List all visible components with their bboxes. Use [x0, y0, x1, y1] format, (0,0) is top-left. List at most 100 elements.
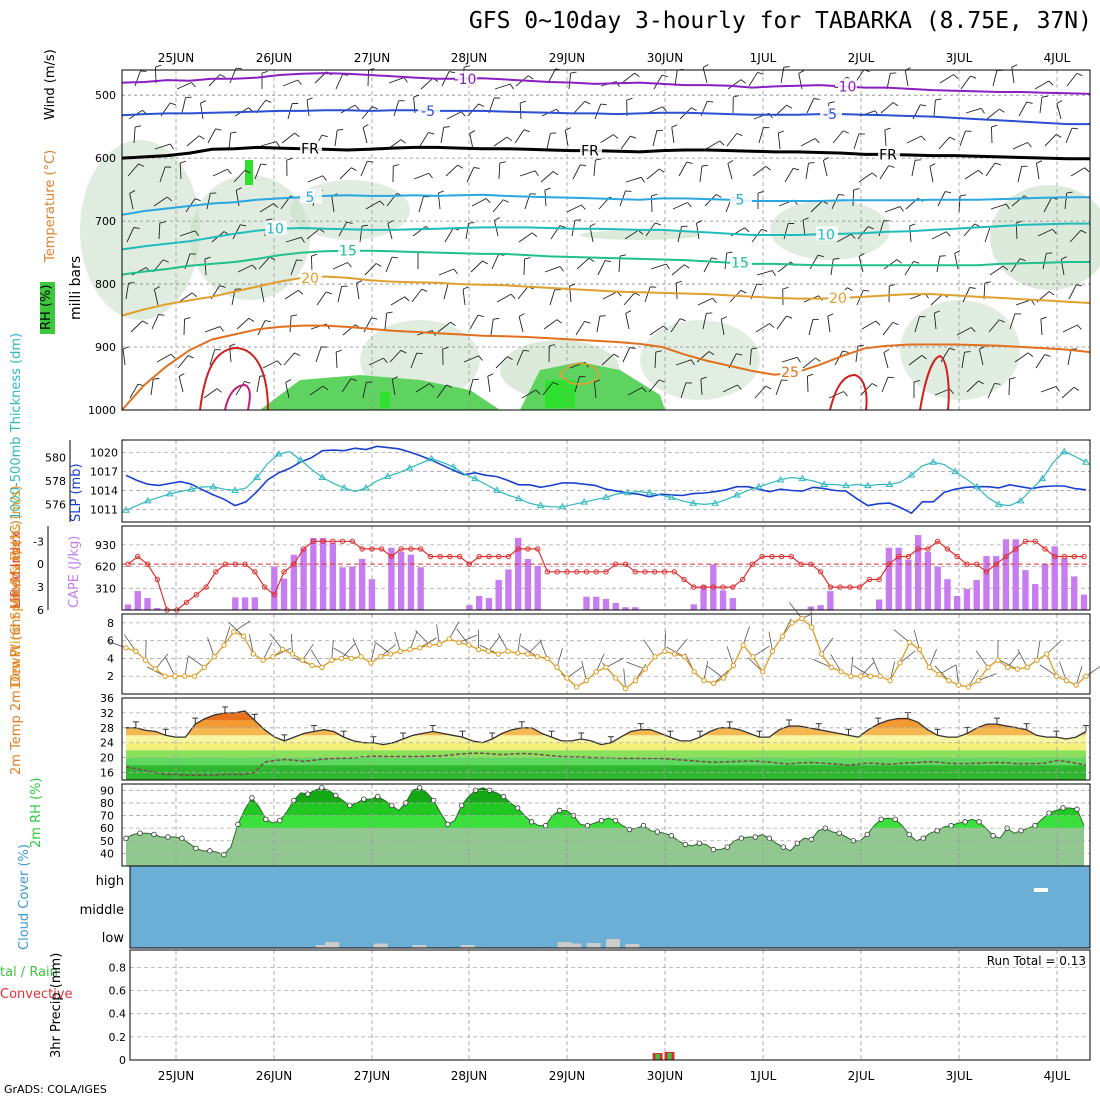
wind-barb [784, 168, 794, 183]
lifted-index-marker [905, 553, 912, 560]
wind10m-marker [730, 662, 737, 669]
wind-barb [519, 102, 522, 120]
wind-barb-flag [737, 384, 742, 390]
wind-barb [203, 388, 218, 399]
wind-barb [235, 190, 240, 207]
wind-barb [573, 100, 586, 114]
lifted-index-marker [993, 561, 999, 567]
isotherm-label-bg [300, 189, 322, 204]
wind-barb [260, 141, 277, 147]
cape-bar [963, 589, 971, 610]
slp-tick-0: 1011 [90, 503, 118, 516]
lifted-index-marker [535, 546, 541, 552]
wind-barb-flag [690, 359, 695, 365]
wind-barb [1008, 378, 1011, 396]
thickness-marker [951, 467, 959, 475]
wind-barb-flag [700, 376, 707, 380]
wind-barb [181, 97, 187, 114]
lifted-index-marker [1013, 546, 1019, 552]
wind10m-tick-3: 8 [107, 617, 114, 630]
thickness-tick-1: 578 [45, 475, 66, 488]
wind-barb [446, 111, 462, 120]
cape-bar [817, 605, 824, 610]
wind-barb-flag [817, 254, 824, 258]
wind-barb-flag [371, 106, 378, 110]
wind-barb-flag [827, 313, 834, 317]
rh-marker [640, 822, 647, 829]
lifted-index-marker [1032, 538, 1038, 544]
thickness-marker [929, 458, 938, 465]
wind-barb-flag [493, 317, 500, 320]
wind-barb-flag [665, 263, 670, 270]
isotherm-label-5-0: 15 [339, 244, 357, 260]
wind10m-marker [867, 673, 874, 679]
wind10m-marker [221, 642, 227, 648]
wind-barb-flag [379, 200, 385, 206]
wind-barb [965, 107, 982, 114]
lifted-index-marker [135, 553, 141, 560]
wind10m-marker [142, 657, 149, 663]
wind10m-marker [701, 677, 707, 684]
low-cloud-box-8 [606, 939, 620, 948]
wind-barb [1068, 284, 1077, 300]
temp-band-3 [126, 742, 1086, 751]
wind10m-marker [387, 651, 394, 657]
thickness-tick-2: 580 [45, 452, 66, 465]
cape-bar [700, 585, 707, 610]
wind-barb-flag [945, 231, 951, 237]
wind-barb [289, 316, 292, 333]
thickness-marker [1038, 474, 1047, 482]
wind-barb-flag [662, 325, 669, 331]
wind10m-marker [985, 664, 991, 671]
wind10m-marker [240, 633, 247, 639]
wind-barb [543, 319, 558, 330]
wind10m-marker [358, 653, 364, 660]
wind-barb [237, 264, 253, 273]
wind-barb [652, 130, 658, 147]
thickness-marker [383, 472, 392, 479]
wind-barb-flag [520, 100, 526, 104]
rh-marker [207, 848, 213, 854]
wind-barb [1036, 163, 1040, 180]
wind-barb-flag [949, 347, 956, 351]
temperature-frame [121, 697, 1091, 781]
isotherm-label-2-1: FR [581, 144, 599, 160]
wind-barb [654, 351, 657, 369]
cape-bar [1032, 584, 1039, 610]
wind-barb [410, 352, 418, 369]
rh-marker [333, 792, 339, 799]
cape-bar [300, 548, 307, 610]
wind-barb-flag [974, 223, 981, 227]
lifted-index-marker [1071, 553, 1077, 560]
wind-barb-flag [736, 132, 743, 137]
wind-barb [961, 352, 965, 369]
wind-barb [362, 127, 368, 144]
wind-barb [419, 132, 429, 147]
precip-convective-label: Convective [0, 987, 73, 1002]
slp-axis-label: SLP (mb) [69, 463, 84, 522]
wind-barb-flag [1080, 229, 1087, 234]
wind-barb [572, 164, 581, 180]
wind10m-barb [626, 661, 646, 670]
wind-barb-flag [640, 177, 645, 183]
wind-barb [341, 378, 352, 393]
wind-barb [282, 79, 299, 87]
wind-barb [914, 316, 920, 333]
temperature-tick-0: 16 [100, 767, 114, 780]
wind-barb-flag [1076, 284, 1083, 287]
wind10m-barb [821, 637, 834, 655]
wind-barb [549, 289, 556, 306]
wind-barb [546, 133, 551, 150]
wind10m-marker [740, 642, 746, 648]
wind10m-marker [133, 648, 139, 655]
cape-bar [339, 567, 346, 610]
wind-barb-flag [814, 138, 820, 144]
precip-tick-3: 0.6 [109, 985, 127, 998]
wind10m-marker [760, 669, 766, 675]
wind-barb [911, 160, 916, 177]
lifted-index-marker [154, 576, 160, 583]
wind-barb [934, 388, 951, 396]
wind-barb-flag [863, 289, 870, 292]
wind-barb [156, 353, 172, 363]
cape-bar [368, 579, 376, 610]
